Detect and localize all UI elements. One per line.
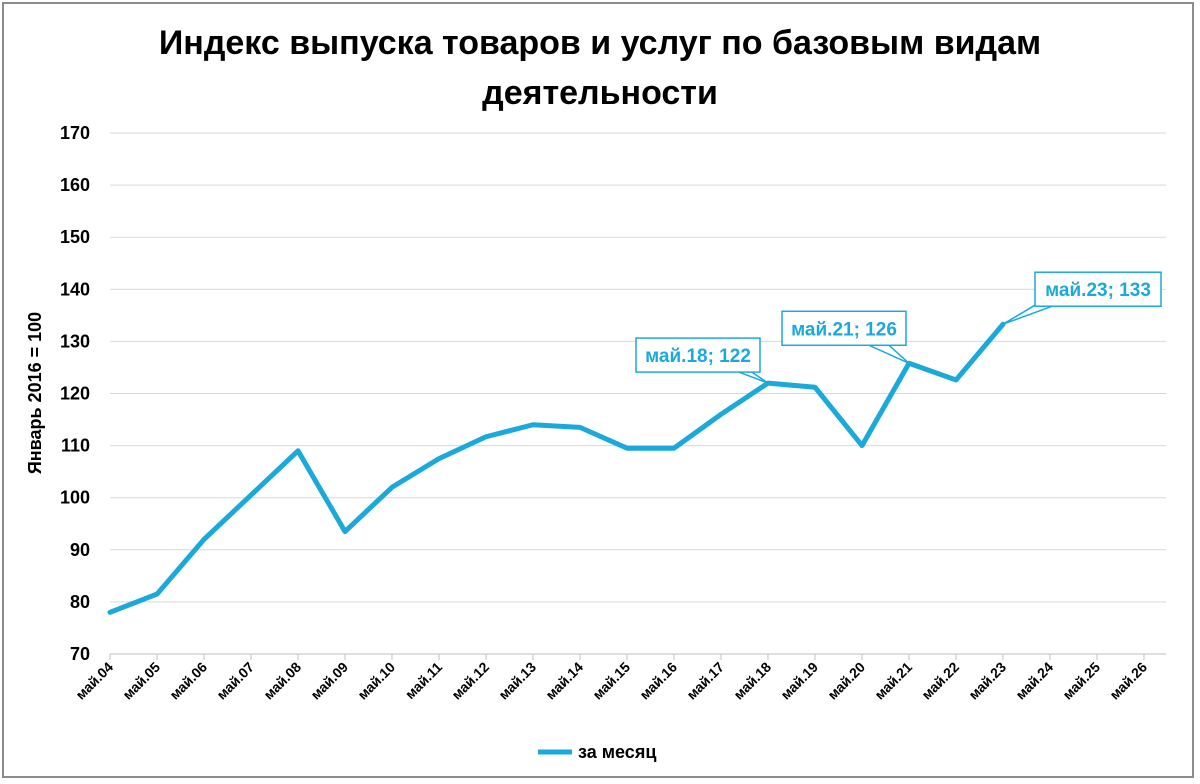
chart-title-line-1: Индекс выпуска товаров и услуг по базовы… [158, 24, 1042, 62]
x-tick-label: май.24 [1012, 659, 1056, 703]
x-tick-label: май.18 [730, 659, 774, 703]
x-tick-label: май.09 [307, 659, 351, 703]
x-tick-label: май.21 [871, 659, 915, 703]
x-tick-label: май.17 [683, 659, 727, 703]
callout-pointer [868, 344, 910, 364]
y-tick-label: 100 [60, 488, 90, 508]
x-tick-label: май.25 [1059, 659, 1103, 703]
gridlines [110, 132, 1166, 655]
data-point [295, 448, 301, 454]
data-point [342, 529, 348, 534]
x-tick-label: май.04 [72, 659, 116, 703]
callout-box [635, 337, 761, 373]
x-tick-label: май.12 [448, 659, 492, 703]
data-point [812, 385, 818, 390]
y-tick-label: 120 [60, 384, 90, 404]
x-tick-label: май.20 [824, 659, 868, 703]
x-tick-label: май.06 [166, 659, 210, 703]
x-tick-label: май.22 [918, 659, 962, 703]
x-axis-ticks: май.04 май.05 май.06 май.07 май.08 май.09 май.… [72, 659, 1150, 703]
x-tick-label: май.05 [119, 659, 163, 703]
legend: за месяц [538, 742, 656, 762]
chart-title-line-2: деятельности [482, 74, 718, 112]
data-point [154, 591, 160, 597]
x-axis [109, 653, 1166, 660]
callout-label: май.23; 133 [1045, 280, 1151, 301]
y-tick-label: 70 [70, 644, 90, 664]
y-tick-label: 160 [60, 175, 90, 195]
data-point [248, 492, 254, 498]
data-point [436, 456, 442, 461]
data-point [671, 446, 677, 451]
x-tick-label: май.15 [589, 659, 633, 703]
y-axis-ticks: 70 80 90 100 110 120 130 140 150 160 170 [60, 123, 90, 664]
x-tick-label: май.13 [495, 659, 539, 703]
data-point [201, 537, 207, 542]
data-point [483, 434, 489, 439]
y-tick-label: 110 [61, 436, 90, 456]
y-tick-label: 130 [60, 331, 90, 351]
x-tick-label: май.26 [1106, 659, 1150, 703]
data-point [624, 446, 630, 451]
x-tick-label: май.10 [354, 659, 398, 703]
data-point [107, 610, 113, 615]
callout-label: май.18; 122 [645, 346, 751, 367]
data-point [530, 422, 536, 427]
data-point [577, 425, 583, 430]
data-point [718, 412, 724, 417]
legend-label: за месяц [578, 742, 656, 762]
data-point [953, 377, 959, 383]
callout-pointer [1002, 304, 1056, 325]
x-tick-label: май.14 [542, 659, 586, 703]
callout-label: май.21; 126 [791, 319, 897, 340]
x-tick-label: май.11 [402, 659, 445, 702]
y-axis-label: Январь 2016 = 100 [25, 312, 45, 474]
x-tick-label: май.08 [260, 659, 304, 703]
series-line-path [107, 321, 1006, 615]
y-tick-label: 80 [70, 592, 90, 612]
callout-box [781, 310, 907, 347]
x-tick-label: май.19 [777, 659, 821, 703]
x-tick-label: май.07 [213, 659, 257, 703]
chart-title: Индекс выпуска товаров и услуг по базовы… [0, 18, 1200, 118]
y-tick-label: 90 [70, 540, 90, 560]
callout-box [1034, 271, 1162, 307]
data-point [859, 443, 865, 448]
y-tick-label: 150 [60, 227, 90, 247]
data-callouts: май.18; 122 май.21; 126 май.23; 133 [635, 271, 1162, 384]
x-tick-label: май.16 [636, 659, 680, 703]
y-tick-label: 140 [60, 279, 90, 299]
x-tick-label: май.23 [965, 659, 1009, 703]
y-tick-label: 170 [60, 123, 90, 143]
series-line [107, 321, 1006, 615]
data-point [389, 485, 395, 490]
